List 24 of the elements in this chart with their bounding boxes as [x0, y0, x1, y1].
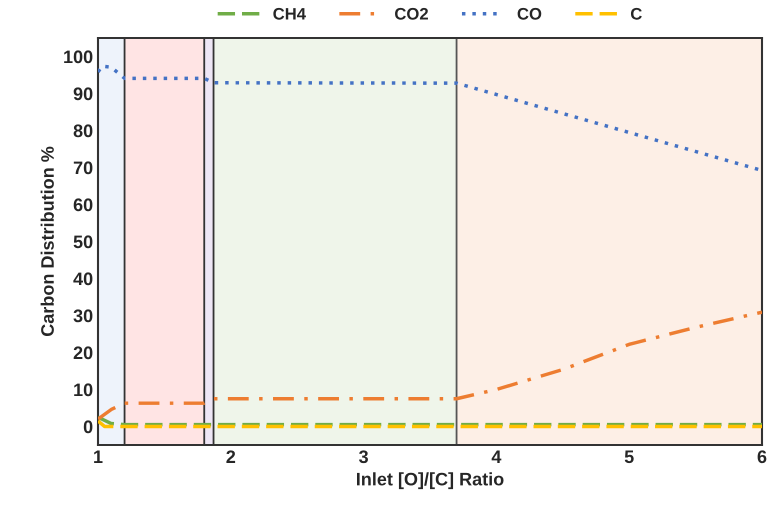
- y-tick-label: 70: [74, 161, 92, 174]
- y-axis-title: Carbon Distribution %: [40, 146, 54, 336]
- y-tick-label: 40: [73, 272, 92, 286]
- y-tick-label: 90: [74, 87, 92, 100]
- x-tick-label: 4: [492, 450, 502, 463]
- legend-label: CH4: [273, 8, 306, 20]
- y-tick-label: 50: [74, 235, 92, 248]
- line-series: [98, 310, 762, 421]
- y-tick-label: 60: [74, 198, 92, 212]
- y-tick-label: 20: [74, 346, 92, 360]
- x-tick-label: 2: [226, 450, 236, 463]
- y-tick-label: 10: [74, 383, 92, 396]
- legend-label: C: [630, 8, 642, 20]
- y-tick-label: 30: [73, 309, 92, 322]
- legend-label: CO2: [395, 8, 428, 20]
- x-axis-title: Inlet [O]/[C] Ratio: [356, 472, 504, 490]
- y-tick-label: 0: [84, 420, 92, 434]
- x-tick-label: 3: [358, 450, 368, 464]
- legend-label: CO: [518, 8, 542, 20]
- x-tick-label: 5: [624, 450, 634, 464]
- x-tick-label: 6: [758, 450, 766, 464]
- y-tick-label: 80: [74, 124, 92, 138]
- y-tick-label: 100: [64, 50, 92, 64]
- x-tick-label: 1: [94, 450, 103, 463]
